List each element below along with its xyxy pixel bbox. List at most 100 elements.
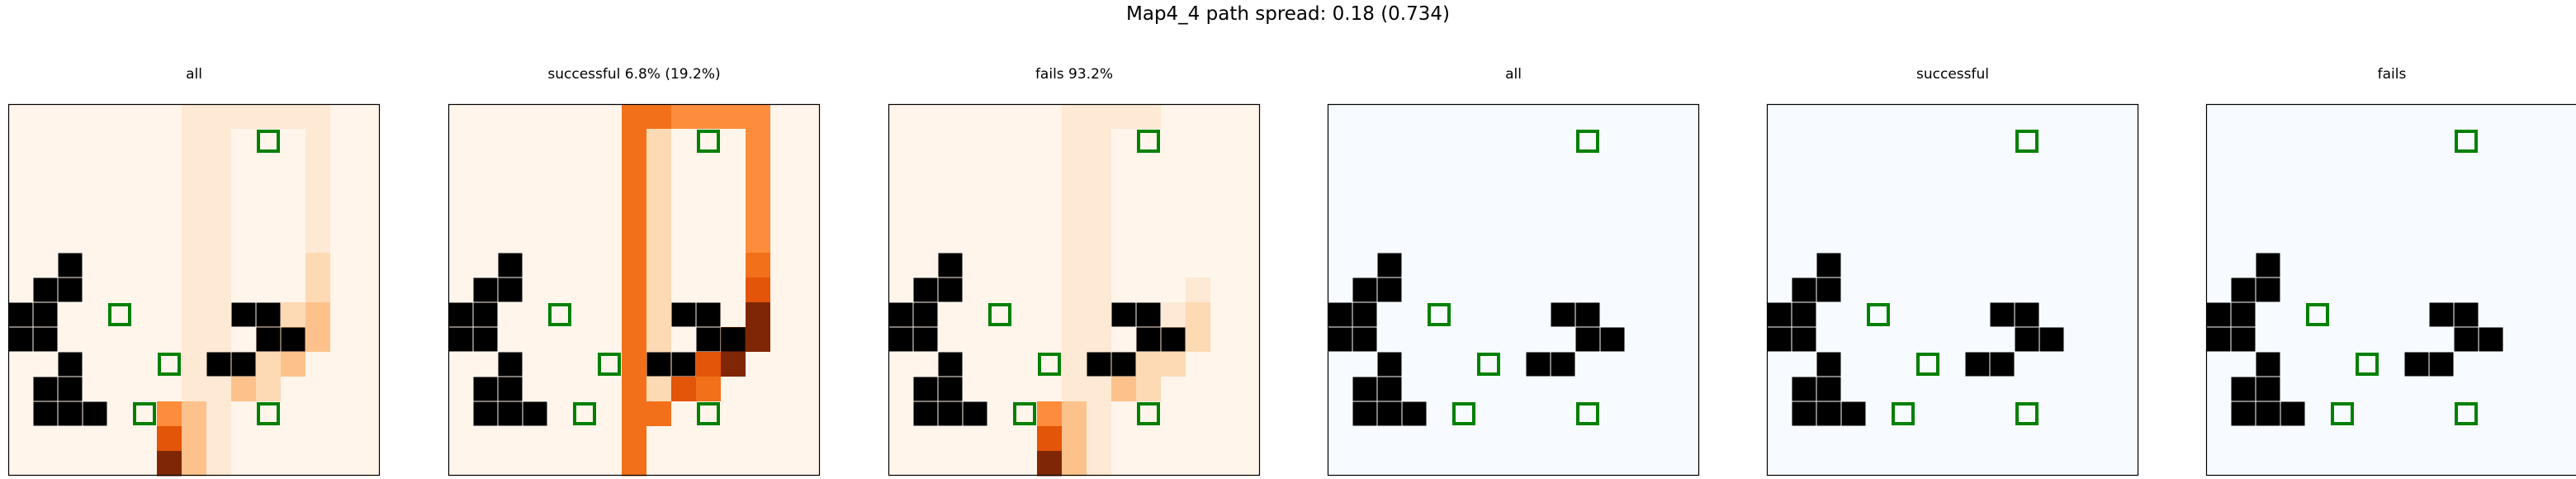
heatmap-cell	[33, 352, 59, 377]
heatmap-cell	[1674, 253, 1700, 278]
obstacle-cell	[33, 277, 58, 302]
heatmap-cell	[1012, 327, 1038, 353]
heatmap-cell	[2528, 228, 2554, 254]
heatmap-cell	[938, 154, 964, 179]
heatmap-cell	[2089, 104, 2114, 130]
heatmap-2	[447, 103, 821, 477]
heatmap-cell	[646, 253, 672, 278]
heatmap-cell	[1965, 377, 1991, 402]
heatmap-cell	[448, 426, 474, 452]
heatmap-cell	[1161, 104, 1186, 130]
heatmap-cell	[1012, 377, 1038, 402]
heatmap-cell	[1377, 129, 1403, 154]
heatmap-cell	[1136, 426, 1162, 452]
obstacle-cell	[2256, 352, 2280, 377]
heatmap-cell	[1328, 277, 1353, 303]
heatmap-cell	[913, 104, 939, 130]
heatmap-cell	[1235, 277, 1261, 303]
heatmap-cell	[2355, 104, 2380, 130]
obstacle-cell	[913, 327, 938, 352]
heatmap-cell	[1915, 154, 1941, 179]
heatmap-cell	[1891, 277, 1916, 303]
heatmap-cell	[1965, 228, 1991, 254]
heatmap-cell	[473, 352, 499, 377]
heatmap-cell	[330, 203, 356, 229]
heatmap-cell	[1866, 129, 1892, 154]
heatmap-cell	[671, 228, 697, 254]
heatmap-cell	[1235, 154, 1261, 179]
heatmap-cell	[132, 377, 158, 402]
heatmap-cell	[1650, 178, 1675, 204]
heatmap-cell	[83, 277, 108, 303]
heatmap-cell	[305, 154, 331, 179]
heatmap-cell	[355, 228, 381, 254]
heatmap-cell	[1915, 104, 1941, 130]
heatmap-cell	[2305, 377, 2331, 402]
heatmap-cell	[987, 228, 1013, 254]
heatmap-cell	[1990, 178, 2015, 204]
goal-marker	[1137, 402, 1160, 425]
heatmap-cell	[281, 277, 306, 303]
heatmap-cell	[305, 377, 331, 402]
obstacle-cell	[1111, 352, 1136, 377]
heatmap-cell	[305, 451, 331, 477]
heatmap-cell	[1866, 451, 1892, 477]
heatmap-cell	[1136, 253, 1162, 278]
heatmap-cell	[1625, 277, 1650, 303]
heatmap-cell	[1062, 228, 1087, 254]
heatmap-cell	[330, 327, 356, 353]
heatmap-cell	[1792, 352, 1817, 377]
heatmap-cell	[1575, 228, 1601, 254]
obstacle-cell	[938, 377, 963, 401]
heatmap-panel-6: fails	[2205, 0, 2576, 479]
heatmap-cell	[473, 154, 499, 179]
heatmap-cell	[1551, 154, 1576, 179]
heatmap-cell	[1940, 401, 1966, 427]
heatmap-cell	[1352, 352, 1378, 377]
heatmap-cell	[1012, 302, 1038, 328]
heatmap-cell	[305, 178, 331, 204]
obstacle-cell	[281, 327, 305, 352]
heatmap-cell	[1841, 154, 1867, 179]
goal-marker	[2015, 402, 2039, 425]
heatmap-cell	[1551, 451, 1576, 477]
heatmap-cell	[1866, 154, 1892, 179]
heatmap-cell	[2280, 377, 2306, 402]
heatmap-cell	[1012, 203, 1038, 229]
heatmap-cell	[2064, 203, 2090, 229]
heatmap-cell	[2355, 401, 2380, 427]
heatmap-cell	[132, 277, 158, 303]
heatmap-cell	[107, 104, 133, 130]
heatmap-cell	[2454, 253, 2479, 278]
heatmap-cell	[305, 352, 331, 377]
heatmap-cell	[2429, 228, 2455, 254]
heatmap-cell	[132, 178, 158, 204]
heatmap-cell	[963, 277, 988, 303]
heatmap-cell	[355, 178, 381, 204]
heatmap-cell	[1866, 228, 1892, 254]
heatmap-cell	[157, 451, 182, 477]
heatmap-cell	[913, 228, 939, 254]
heatmap-cell	[1352, 203, 1378, 229]
heatmap-cell	[1186, 327, 1211, 353]
heatmap-cell	[1990, 426, 2015, 452]
heatmap-cell	[795, 178, 821, 204]
goal-marker	[1137, 130, 1160, 153]
obstacle-cell	[938, 277, 963, 302]
heatmap-cell	[473, 426, 499, 452]
heatmap-cell	[83, 154, 108, 179]
obstacle-cell	[1377, 352, 1402, 377]
heatmap-cell	[157, 203, 182, 229]
heatmap-cell	[1037, 178, 1063, 204]
heatmap-cell	[2015, 178, 2040, 204]
heatmap-cell	[523, 253, 548, 278]
heatmap-cell	[2553, 129, 2576, 154]
heatmap-cell	[355, 253, 381, 278]
heatmap-cell	[1136, 104, 1162, 130]
heatmap-cell	[1866, 277, 1892, 303]
heatmap-cell	[1891, 377, 1916, 402]
obstacle-cell	[1161, 327, 1186, 352]
heatmap-cell	[671, 253, 697, 278]
goal-marker	[598, 353, 621, 376]
heatmap-cell	[721, 154, 746, 179]
